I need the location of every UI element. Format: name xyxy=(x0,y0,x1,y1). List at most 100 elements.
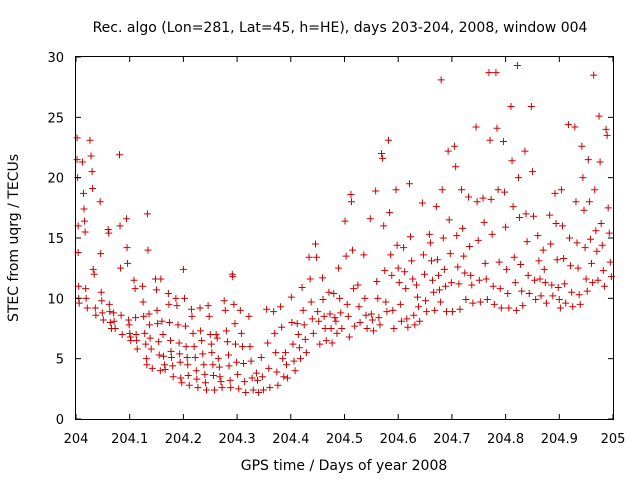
data-point xyxy=(153,286,161,294)
data-point xyxy=(175,339,183,347)
data-point xyxy=(211,386,219,394)
data-point xyxy=(126,333,134,341)
data-point xyxy=(83,304,91,312)
data-point xyxy=(318,274,326,282)
data-point xyxy=(277,303,285,311)
data-point xyxy=(291,367,299,375)
data-point xyxy=(593,247,601,255)
data-point xyxy=(513,61,521,69)
data-point xyxy=(462,296,470,304)
data-point xyxy=(512,306,520,314)
data-point xyxy=(106,308,114,316)
data-point xyxy=(182,322,190,330)
data-point xyxy=(143,361,151,369)
data-point xyxy=(390,325,398,332)
data-point xyxy=(201,370,209,378)
data-point xyxy=(396,300,404,308)
x-tick-label: 204.1 xyxy=(111,432,148,447)
y-axis: 0 5 10 15 20 25 30 xyxy=(47,51,613,428)
data-point xyxy=(548,281,556,289)
data-point xyxy=(226,376,234,384)
data-point xyxy=(363,325,371,332)
data-point xyxy=(231,340,239,348)
data-point xyxy=(105,300,113,308)
data-point xyxy=(430,288,438,296)
data-point xyxy=(582,275,590,283)
data-point xyxy=(132,331,140,339)
data-point xyxy=(560,255,568,263)
y-tick-label: 10 xyxy=(47,292,64,307)
data-point xyxy=(281,349,289,357)
data-point xyxy=(409,275,417,283)
data-point xyxy=(444,147,452,155)
data-point xyxy=(571,123,579,131)
data-point xyxy=(218,384,226,392)
data-point xyxy=(233,358,241,366)
data-point xyxy=(373,277,381,285)
data-point xyxy=(497,304,505,312)
data-point xyxy=(278,323,286,331)
data-point xyxy=(595,112,603,120)
data-point xyxy=(254,376,262,384)
data-point xyxy=(536,275,544,283)
data-point xyxy=(143,210,151,218)
data-point xyxy=(578,142,586,150)
data-point xyxy=(293,320,301,328)
data-point xyxy=(466,242,474,250)
data-point xyxy=(429,276,437,284)
data-point xyxy=(583,287,591,295)
data-point xyxy=(331,314,339,322)
data-point xyxy=(177,374,185,382)
data-point xyxy=(418,199,426,207)
data-point xyxy=(592,227,600,235)
data-point xyxy=(345,333,353,341)
data-point xyxy=(547,240,555,248)
data-point xyxy=(99,316,107,324)
data-point xyxy=(133,345,141,353)
data-points xyxy=(73,61,615,396)
data-point xyxy=(380,222,388,230)
data-point xyxy=(172,294,180,302)
data-point xyxy=(606,258,614,266)
data-point xyxy=(534,232,542,240)
data-point xyxy=(382,298,390,306)
data-point xyxy=(207,340,215,348)
data-point xyxy=(437,76,445,84)
data-point xyxy=(308,315,316,323)
y-tick-label: 20 xyxy=(47,172,64,187)
x-tick-label: 204.6 xyxy=(380,432,417,447)
data-point xyxy=(88,168,96,176)
data-point xyxy=(423,308,431,316)
data-point xyxy=(572,198,580,206)
data-point xyxy=(392,186,400,194)
data-point xyxy=(528,168,536,176)
data-point xyxy=(598,241,606,249)
data-point xyxy=(271,329,279,337)
data-point xyxy=(142,340,150,348)
data-point xyxy=(110,317,118,325)
data-point xyxy=(507,102,515,110)
data-point xyxy=(580,206,588,214)
data-point xyxy=(222,327,230,335)
data-point xyxy=(122,215,130,223)
data-point xyxy=(140,312,148,320)
data-point xyxy=(185,381,193,389)
data-point xyxy=(546,211,554,219)
data-point xyxy=(556,304,564,312)
data-point xyxy=(157,275,165,283)
data-point xyxy=(139,298,147,306)
data-point xyxy=(567,262,575,270)
data-point xyxy=(485,69,493,77)
data-point xyxy=(438,186,446,194)
data-point xyxy=(179,265,187,273)
data-point xyxy=(341,217,349,225)
data-point xyxy=(96,198,104,206)
data-point xyxy=(89,265,97,273)
data-point xyxy=(235,385,243,393)
data-point xyxy=(300,321,308,329)
data-point xyxy=(394,264,402,272)
data-point xyxy=(600,282,608,290)
data-point xyxy=(306,275,314,283)
data-point xyxy=(493,124,501,132)
data-point xyxy=(437,298,445,306)
